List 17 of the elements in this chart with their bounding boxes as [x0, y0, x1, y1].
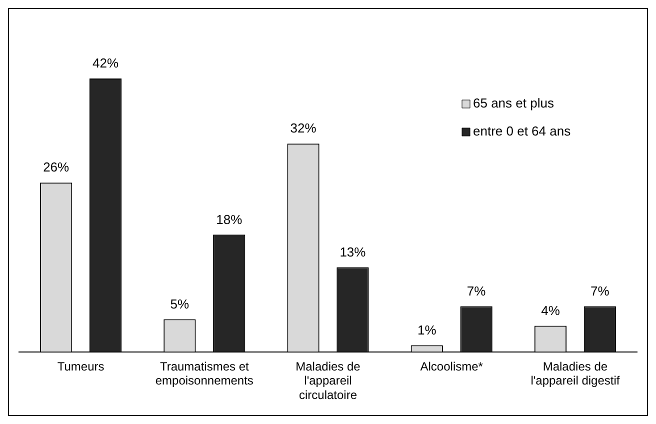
- legend-label: entre 0 et 64 ans: [473, 124, 572, 139]
- data-label: 13%: [340, 244, 366, 260]
- legend-label: 65 ans et plus: [473, 96, 554, 111]
- data-label: 1%: [417, 322, 437, 338]
- data-label: 7%: [590, 283, 610, 298]
- data-label: 26%: [43, 160, 70, 175]
- x-tick-label: Traumatismes et empoisonnements: [155, 359, 254, 388]
- data-label: 32%: [290, 120, 317, 136]
- data-label: 5%: [170, 296, 190, 312]
- data-label: 18%: [216, 212, 243, 227]
- x-tick-label: Tumeurs: [57, 359, 104, 374]
- x-tick-label: Alcoolisme*: [420, 359, 484, 374]
- data-label: 4%: [541, 302, 560, 318]
- data-label: 7%: [466, 283, 486, 298]
- data-label: 42%: [92, 56, 119, 71]
- x-tick-label: Maladies de l'appareil circulatoire: [296, 359, 361, 402]
- x-tick-label: Maladies de l'appareil digestif: [530, 359, 620, 388]
